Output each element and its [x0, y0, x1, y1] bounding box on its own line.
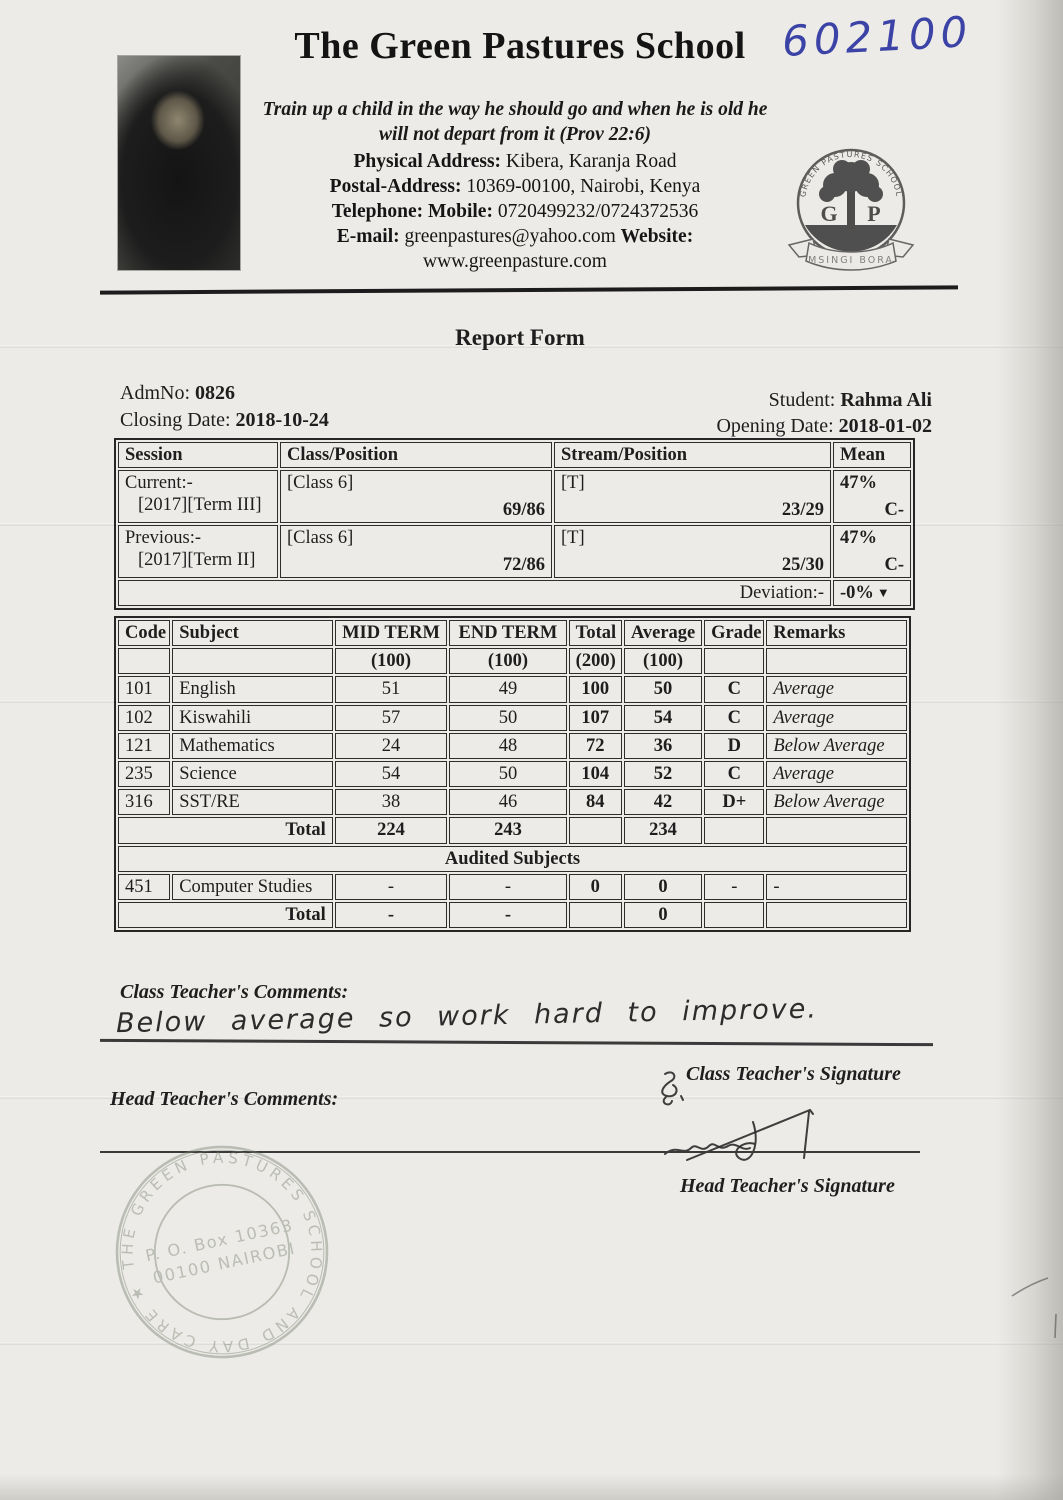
- total-end-cell: 243: [449, 817, 567, 844]
- marks-table: Code Subject MID TERM END TERM Total Ave…: [114, 616, 911, 933]
- closing-date-line: Closing Date: 2018-10-24: [120, 409, 329, 431]
- contact-block: Physical Address: Kibera, Karanja Road P…: [185, 149, 845, 274]
- logo-initial-p: P: [867, 201, 880, 226]
- table-row-science: 235 Science 54 50 104 52 C Average: [118, 760, 907, 788]
- class-teacher-signature: [661, 1071, 684, 1106]
- previous-session-cell: Previous:- [2017][Term II]: [118, 525, 278, 579]
- total-avg-cell: 234: [623, 817, 703, 844]
- current-class-cell: [Class 6] 69/86: [280, 470, 552, 524]
- session-previous-row: Previous:- [2017][Term II] [Class 6] 72/8…: [118, 525, 911, 579]
- marks-header-row: Code Subject MID TERM END TERM Total Ave…: [118, 620, 907, 647]
- header-subject: Subject: [172, 620, 333, 647]
- session-current-row: Current:- [2017][Term III] [Class 6] 69/8…: [118, 470, 911, 524]
- previous-mean-cell: 47% C-: [833, 525, 911, 579]
- deviation-label-cell: Deviation:-: [118, 580, 831, 607]
- telephone-line: Telephone: Mobile: 0720499232/0724372536: [331, 201, 699, 222]
- logo-initial-g: G: [820, 201, 837, 226]
- audited-banner-row: Audited Subjects: [118, 845, 907, 872]
- handwritten-number: 602100: [780, 7, 974, 66]
- header-end-term: END TERM: [449, 620, 567, 647]
- pen-mark: [1011, 1277, 1057, 1339]
- logo-banner: MSINGI BORA: [787, 238, 915, 271]
- logo-banner-text: MSINGI BORA: [808, 255, 894, 266]
- paper-crease: [0, 1096, 1063, 1099]
- website-line: www.greenpasture.com: [423, 251, 607, 272]
- paper-crease: [0, 700, 1063, 703]
- school-logo: G P GREEN PASTURES SCHOOL MSINGI BORA: [787, 148, 915, 271]
- current-stream-cell: [T] 23/29: [554, 470, 831, 524]
- table-row-computer-studies: 451 Computer Studies - - 0 0 - -: [118, 873, 907, 900]
- physical-address-line: Physical Address: Kibera, Karanja Road: [353, 151, 677, 172]
- head-teacher-comments-label: Head Teacher's Comments:: [110, 1088, 339, 1110]
- deviation-arrow-icon: ▼: [876, 585, 890, 601]
- audited-total-row: Total - - 0: [118, 901, 907, 929]
- comment-line: [100, 1151, 920, 1153]
- student-line: Student: Rahma Ali: [768, 389, 932, 411]
- header-total: Total: [568, 620, 622, 647]
- header-divider: [99, 285, 959, 295]
- current-mean-cell: 47% C-: [833, 470, 911, 524]
- header-grade: Grade: [704, 620, 765, 647]
- head-teacher-signature: [664, 1108, 814, 1161]
- previous-stream-cell: [T] 25/30: [554, 525, 831, 579]
- postal-address-line: Postal-Address: 10369-00100, Nairobi, Ke…: [329, 176, 701, 197]
- page-edge-shadow: [997, 0, 1063, 1500]
- student-block: Student: Rahma Ali Opening Date: 2018-01…: [560, 387, 932, 439]
- total-mid-cell: 224: [334, 817, 448, 844]
- audited-total-label-cell: Total: [118, 901, 333, 929]
- table-row-english: 101 English 51 49 100 50 C Average: [118, 676, 907, 703]
- header-session: Session: [118, 442, 278, 469]
- class-teacher-comments-label: Class Teacher's Comments:: [120, 981, 349, 1003]
- comment-line: [99, 1038, 934, 1046]
- header-remarks: Remarks: [766, 620, 907, 647]
- header-average: Average: [623, 620, 703, 647]
- motto-line2: will not depart from it (Prov 22:6): [379, 124, 651, 145]
- previous-class-cell: [Class 6] 72/86: [280, 525, 552, 579]
- session-deviation-row: Deviation:- -0% ▼: [118, 580, 911, 607]
- page-edge-shadow: [0, 1474, 1063, 1500]
- admission-block: AdmNo: 0826 Closing Date: 2018-10-24: [120, 380, 329, 434]
- head-teacher-signature-label: Head Teacher's Signature: [680, 1175, 895, 1197]
- opening-date-line: Opening Date: 2018-01-02: [716, 415, 932, 437]
- header-mean: Mean: [833, 442, 911, 469]
- student-photo: [118, 56, 240, 270]
- school-motto: Train up a child in the way he should go…: [185, 97, 845, 147]
- email-line: E-mail: greenpastures@yahoo.com Website:: [336, 226, 694, 247]
- paper-crease: [0, 345, 1063, 348]
- total-label-cell: Total: [118, 817, 333, 844]
- table-row-mathematics: 121 Mathematics 24 48 72 36 D Below Aver…: [118, 732, 907, 759]
- paper-crease: [0, 1342, 1063, 1345]
- logo-tree-trunk: [847, 191, 855, 229]
- paper-crease: [0, 523, 1063, 526]
- current-session-cell: Current:- [2017][Term III]: [118, 470, 278, 524]
- marks-total-row: Total 224 243 234: [118, 817, 907, 844]
- header-stream-position: Stream/Position: [554, 442, 831, 469]
- header-class-position: Class/Position: [280, 442, 552, 469]
- class-teacher-signature-label: Class Teacher's Signature: [686, 1063, 901, 1085]
- session-header-row: Session Class/Position Stream/Position M…: [118, 442, 911, 469]
- header-code: Code: [118, 620, 171, 647]
- school-stamp: THE GREEN PASTURES SCHOOL AND DAY CARE ★…: [99, 1129, 344, 1374]
- school-name: The Green Pastures School: [294, 25, 746, 67]
- adm-no-line: AdmNo: 0826: [120, 382, 235, 404]
- header-mid-term: MID TERM: [334, 620, 448, 647]
- motto-line1: Train up a child in the way he should go…: [262, 99, 768, 120]
- deviation-value-cell: -0% ▼: [833, 580, 911, 607]
- session-table: Session Class/Position Stream/Position M…: [114, 438, 915, 611]
- logo-tree-foliage: [819, 160, 883, 202]
- svg-text:THE GREEN PASTURES SCHOOL AND: THE GREEN PASTURES SCHOOL AND DAY CARE ★: [99, 1129, 344, 1374]
- audited-subjects-title: Audited Subjects: [118, 845, 907, 872]
- marks-subheader-row: (100) (100) (200) (100): [118, 648, 907, 675]
- page-title: Report Form: [455, 325, 585, 350]
- logo-ground: [805, 225, 897, 252]
- table-row-sstre: 316 SST/RE 38 46 84 42 D+ Below Average: [118, 789, 907, 816]
- table-row-kiswahili: 102 Kiswahili 57 50 107 54 C Average: [118, 704, 907, 731]
- stamp-ring-text: THE GREEN PASTURES SCHOOL AND DAY CARE ★: [99, 1129, 344, 1374]
